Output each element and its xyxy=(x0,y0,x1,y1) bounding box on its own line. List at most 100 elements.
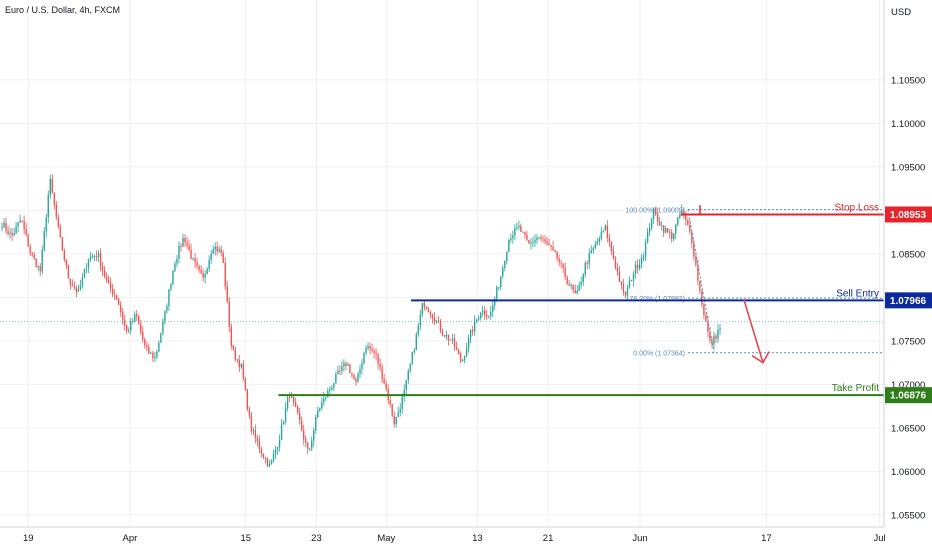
candle-body xyxy=(307,442,309,449)
candle-body xyxy=(99,253,102,267)
candle-body xyxy=(23,221,25,229)
candle-body xyxy=(272,454,275,461)
candle-body xyxy=(685,213,687,220)
candle-body xyxy=(101,266,104,271)
candle-body xyxy=(266,458,269,466)
candle-body xyxy=(677,217,679,225)
candle-body xyxy=(97,253,100,257)
candle-body xyxy=(429,312,432,315)
candle-body xyxy=(325,397,327,399)
grid-lines xyxy=(0,0,884,527)
candle-body xyxy=(180,245,182,247)
candle-body xyxy=(170,284,172,290)
candle-body xyxy=(232,345,234,350)
candle-body xyxy=(483,310,486,315)
candle-body xyxy=(697,264,699,281)
candle-body xyxy=(274,449,277,455)
candle-body xyxy=(614,258,617,268)
candle-body xyxy=(556,251,558,259)
candle-body xyxy=(87,259,90,268)
candle-body xyxy=(369,346,371,349)
price-tick-label: 1.10000 xyxy=(891,119,925,130)
time-tick-label: 15 xyxy=(240,533,251,544)
candle-body xyxy=(592,248,594,251)
candle-body xyxy=(236,359,239,361)
candle-body xyxy=(471,330,474,332)
time-tick-label: 23 xyxy=(311,533,322,544)
candle-body xyxy=(103,270,106,277)
candle-body xyxy=(536,237,538,241)
candle-body xyxy=(11,232,13,236)
candle-body xyxy=(445,334,448,337)
price-axis[interactable]: USD 1.105001.100001.095001.090001.085001… xyxy=(883,0,932,527)
candle-body xyxy=(437,320,440,322)
fib-level-label: 0.00% (1.07364) xyxy=(633,351,685,358)
candle-body xyxy=(15,226,17,234)
candle-body xyxy=(282,421,285,425)
candle-body xyxy=(455,347,458,350)
candle-body xyxy=(389,399,391,405)
candle-body xyxy=(542,238,544,240)
time-axis[interactable]: 19 Apr 15 23 May 13 21 Jun 17 Jul xyxy=(0,526,886,544)
candle-body xyxy=(35,258,37,268)
candle-body xyxy=(128,330,130,332)
candle-body xyxy=(500,276,502,288)
candle-body xyxy=(419,314,422,326)
candle-body xyxy=(449,339,452,341)
candle-body xyxy=(242,363,245,379)
candle-body xyxy=(262,453,265,458)
candle-body xyxy=(172,270,174,285)
candle-body xyxy=(391,404,393,416)
candle-body xyxy=(431,314,434,318)
candle-body xyxy=(357,373,359,382)
candle-body xyxy=(377,354,379,364)
candle-body xyxy=(240,363,243,368)
candle-body xyxy=(184,237,186,243)
candle-body xyxy=(234,349,236,360)
candle-body xyxy=(399,408,401,413)
candle-body xyxy=(206,268,208,275)
price-tick-label: 1.09500 xyxy=(891,162,925,173)
candle-body xyxy=(270,460,273,464)
candle-body xyxy=(323,397,325,403)
candle-body xyxy=(190,249,192,259)
candle-body xyxy=(715,335,717,339)
candle-body xyxy=(630,280,633,282)
candle-body xyxy=(379,363,381,368)
candle-body xyxy=(709,331,711,341)
candle-body xyxy=(457,349,460,354)
candle-body xyxy=(252,429,255,432)
candle-body xyxy=(407,370,409,380)
candle-body xyxy=(7,230,9,234)
candle-body xyxy=(160,333,162,343)
candle-body xyxy=(178,245,180,259)
candle-body xyxy=(546,241,548,244)
candle-body xyxy=(393,415,395,425)
candle-body xyxy=(89,256,92,260)
projection-arrow-head xyxy=(751,351,770,364)
candle-body xyxy=(413,350,415,353)
candle-body xyxy=(528,239,530,244)
candle-body xyxy=(85,267,88,269)
candle-body xyxy=(331,387,333,390)
candle-body xyxy=(588,253,590,264)
candle-body xyxy=(652,208,655,219)
candle-body xyxy=(373,350,375,353)
price-tick-label: 1.06000 xyxy=(891,467,925,478)
candle-body xyxy=(664,228,667,233)
candle-body xyxy=(65,260,68,266)
candle-body xyxy=(365,348,367,353)
candle-body xyxy=(405,379,407,390)
candle-body xyxy=(1,227,3,229)
candle-body xyxy=(73,286,76,288)
candle-body xyxy=(276,446,279,450)
candle-body xyxy=(532,242,534,244)
candle-body xyxy=(93,255,96,257)
candle-body xyxy=(660,225,663,227)
candle-body xyxy=(311,440,313,449)
candle-body xyxy=(264,457,267,459)
candle-body xyxy=(166,305,168,311)
candle-body xyxy=(345,363,347,366)
candle-body xyxy=(77,289,80,292)
